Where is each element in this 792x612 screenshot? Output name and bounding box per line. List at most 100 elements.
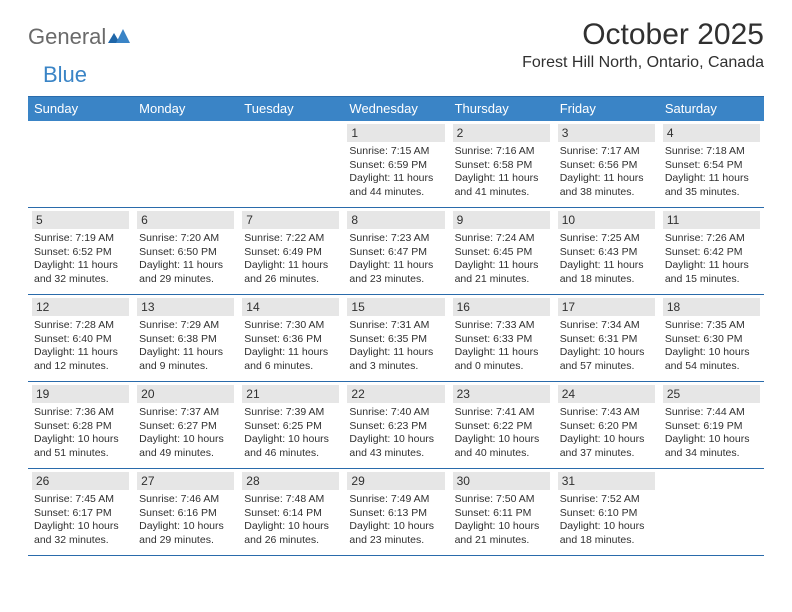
sunset-text: Sunset: 6:11 PM (455, 507, 548, 521)
day-body: Sunrise: 7:43 AMSunset: 6:20 PMDaylight:… (558, 406, 655, 461)
daylight-text: Daylight: 11 hours and 9 minutes. (139, 346, 232, 373)
daylight-text: Daylight: 11 hours and 29 minutes. (139, 259, 232, 286)
sunset-text: Sunset: 6:58 PM (455, 159, 548, 173)
day-number: 9 (453, 211, 550, 229)
location-subtitle: Forest Hill North, Ontario, Canada (522, 54, 764, 72)
sunrise-text: Sunrise: 7:35 AM (665, 319, 758, 333)
sunrise-text: Sunrise: 7:20 AM (139, 232, 232, 246)
week-row: 5Sunrise: 7:19 AMSunset: 6:52 PMDaylight… (28, 208, 764, 295)
daylight-text: Daylight: 10 hours and 57 minutes. (560, 346, 653, 373)
calendar-table: Sunday Monday Tuesday Wednesday Thursday… (28, 96, 764, 556)
day-body: Sunrise: 7:20 AMSunset: 6:50 PMDaylight:… (137, 232, 234, 287)
sunset-text: Sunset: 6:49 PM (244, 246, 337, 260)
week-row: 1Sunrise: 7:15 AMSunset: 6:59 PMDaylight… (28, 121, 764, 208)
day-cell (28, 121, 133, 207)
month-title: October 2025 (522, 18, 764, 52)
daylight-text: Daylight: 10 hours and 32 minutes. (34, 520, 127, 547)
sunset-text: Sunset: 6:45 PM (455, 246, 548, 260)
daylight-text: Daylight: 10 hours and 23 minutes. (349, 520, 442, 547)
daylight-text: Daylight: 10 hours and 49 minutes. (139, 433, 232, 460)
sunrise-text: Sunrise: 7:49 AM (349, 493, 442, 507)
daylight-text: Daylight: 11 hours and 26 minutes. (244, 259, 337, 286)
day-body: Sunrise: 7:35 AMSunset: 6:30 PMDaylight:… (663, 319, 760, 374)
day-body: Sunrise: 7:40 AMSunset: 6:23 PMDaylight:… (347, 406, 444, 461)
sunset-text: Sunset: 6:47 PM (349, 246, 442, 260)
sunset-text: Sunset: 6:33 PM (455, 333, 548, 347)
daylight-text: Daylight: 11 hours and 32 minutes. (34, 259, 127, 286)
sunset-text: Sunset: 6:19 PM (665, 420, 758, 434)
sunset-text: Sunset: 6:30 PM (665, 333, 758, 347)
day-body: Sunrise: 7:46 AMSunset: 6:16 PMDaylight:… (137, 493, 234, 548)
day-cell: 29Sunrise: 7:49 AMSunset: 6:13 PMDayligh… (343, 469, 448, 555)
day-number: 14 (242, 298, 339, 316)
day-cell: 19Sunrise: 7:36 AMSunset: 6:28 PMDayligh… (28, 382, 133, 468)
weekday-header-row: Sunday Monday Tuesday Wednesday Thursday… (28, 97, 764, 121)
day-cell: 26Sunrise: 7:45 AMSunset: 6:17 PMDayligh… (28, 469, 133, 555)
daylight-text: Daylight: 11 hours and 44 minutes. (349, 172, 442, 199)
daylight-text: Daylight: 11 hours and 6 minutes. (244, 346, 337, 373)
day-body: Sunrise: 7:26 AMSunset: 6:42 PMDaylight:… (663, 232, 760, 287)
day-number: 31 (558, 472, 655, 490)
sunrise-text: Sunrise: 7:19 AM (34, 232, 127, 246)
day-number: 8 (347, 211, 444, 229)
sunset-text: Sunset: 6:38 PM (139, 333, 232, 347)
sunrise-text: Sunrise: 7:23 AM (349, 232, 442, 246)
sunrise-text: Sunrise: 7:33 AM (455, 319, 548, 333)
day-body: Sunrise: 7:33 AMSunset: 6:33 PMDaylight:… (453, 319, 550, 374)
sunset-text: Sunset: 6:13 PM (349, 507, 442, 521)
sunrise-text: Sunrise: 7:26 AM (665, 232, 758, 246)
sunrise-text: Sunrise: 7:30 AM (244, 319, 337, 333)
daylight-text: Daylight: 10 hours and 51 minutes. (34, 433, 127, 460)
day-body: Sunrise: 7:19 AMSunset: 6:52 PMDaylight:… (32, 232, 129, 287)
week-row: 26Sunrise: 7:45 AMSunset: 6:17 PMDayligh… (28, 469, 764, 556)
daylight-text: Daylight: 10 hours and 21 minutes. (455, 520, 548, 547)
day-cell: 9 Sunrise: 7:24 AMSunset: 6:45 PMDaylight… (449, 208, 554, 294)
day-number: 27 (137, 472, 234, 490)
sunrise-text: Sunrise: 7:17 AM (560, 145, 653, 159)
day-body: Sunrise: 7:30 AMSunset: 6:36 PMDaylight:… (242, 319, 339, 374)
day-number: 15 (347, 298, 444, 316)
sunrise-text: Sunrise: 7:46 AM (139, 493, 232, 507)
daylight-text: Daylight: 10 hours and 46 minutes. (244, 433, 337, 460)
sunset-text: Sunset: 6:40 PM (34, 333, 127, 347)
sunrise-text: Sunrise: 7:16 AM (455, 145, 548, 159)
day-number: 3 (558, 124, 655, 142)
sunrise-text: Sunrise: 7:31 AM (349, 319, 442, 333)
daylight-text: Daylight: 10 hours and 40 minutes. (455, 433, 548, 460)
sunset-text: Sunset: 6:36 PM (244, 333, 337, 347)
day-cell: 24Sunrise: 7:43 AMSunset: 6:20 PMDayligh… (554, 382, 659, 468)
day-number: 18 (663, 298, 760, 316)
day-body: Sunrise: 7:18 AMSunset: 6:54 PMDaylight:… (663, 145, 760, 200)
sunrise-text: Sunrise: 7:45 AM (34, 493, 127, 507)
sunrise-text: Sunrise: 7:37 AM (139, 406, 232, 420)
sunset-text: Sunset: 6:43 PM (560, 246, 653, 260)
day-cell: 18 Sunrise: 7:35 AMSunset: 6:30 PMDayligh… (659, 295, 764, 381)
sunrise-text: Sunrise: 7:48 AM (244, 493, 337, 507)
sunrise-text: Sunrise: 7:41 AM (455, 406, 548, 420)
day-number: 20 (137, 385, 234, 403)
day-cell (238, 121, 343, 207)
day-number: 11 (663, 211, 760, 229)
sunrise-text: Sunrise: 7:18 AM (665, 145, 758, 159)
day-body: Sunrise: 7:31 AMSunset: 6:35 PMDaylight:… (347, 319, 444, 374)
weekday-header: Tuesday (238, 97, 343, 121)
sunset-text: Sunset: 6:56 PM (560, 159, 653, 173)
day-number: 10 (558, 211, 655, 229)
day-body: Sunrise: 7:44 AMSunset: 6:19 PMDaylight:… (663, 406, 760, 461)
day-body: Sunrise: 7:15 AMSunset: 6:59 PMDaylight:… (347, 145, 444, 200)
week-row: 12Sunrise: 7:28 AMSunset: 6:40 PMDayligh… (28, 295, 764, 382)
sunrise-text: Sunrise: 7:43 AM (560, 406, 653, 420)
day-cell: 6Sunrise: 7:20 AMSunset: 6:50 PMDaylight… (133, 208, 238, 294)
day-number: 4 (663, 124, 760, 142)
sunset-text: Sunset: 6:14 PM (244, 507, 337, 521)
day-number: 19 (32, 385, 129, 403)
sunset-text: Sunset: 6:25 PM (244, 420, 337, 434)
sunset-text: Sunset: 6:35 PM (349, 333, 442, 347)
brand-logo: General (28, 18, 134, 50)
daylight-text: Daylight: 10 hours and 54 minutes. (665, 346, 758, 373)
day-body: Sunrise: 7:24 AMSunset: 6:45 PMDaylight:… (453, 232, 550, 287)
daylight-text: Daylight: 11 hours and 21 minutes. (455, 259, 548, 286)
day-cell: 30Sunrise: 7:50 AMSunset: 6:11 PMDayligh… (449, 469, 554, 555)
day-cell: 10Sunrise: 7:25 AMSunset: 6:43 PMDayligh… (554, 208, 659, 294)
daylight-text: Daylight: 11 hours and 3 minutes. (349, 346, 442, 373)
